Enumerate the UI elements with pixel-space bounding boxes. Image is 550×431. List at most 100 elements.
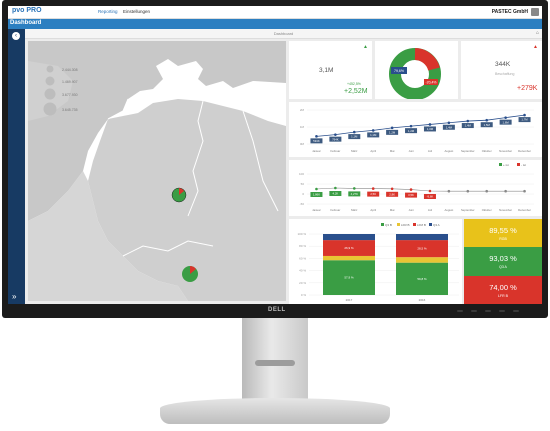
- trend-up-icon: ▲: [363, 44, 368, 50]
- legend-label-minus: - ist: [521, 163, 526, 167]
- tile-yellow[interactable]: 89,55 % RGB: [464, 219, 542, 247]
- tile-green[interactable]: 93,03 % Q3 A: [464, 247, 542, 276]
- revenue-point: [428, 123, 432, 126]
- kpi-card-1[interactable]: ▲ 3,1M +452,5% +2,52M: [289, 41, 372, 99]
- revenue-point: [334, 133, 337, 136]
- revenue-data-label: 1,3M: [427, 127, 434, 131]
- sub-header: Dashboard ⌂: [25, 29, 542, 39]
- revenue-point: [504, 116, 507, 119]
- revenue-data-label: 794K: [332, 137, 339, 141]
- y-tick-label: 80 %: [299, 244, 306, 248]
- delta-point: [390, 187, 394, 191]
- monitor-button[interactable]: [485, 310, 491, 312]
- delta-point: [428, 189, 432, 193]
- company-name[interactable]: PASTEC GmbH: [491, 9, 528, 15]
- legend-bubble-2: [45, 76, 55, 86]
- revenue-data-label: 1,1M: [370, 133, 377, 137]
- map-bubble-north-slice: [179, 188, 184, 195]
- x-tick-label: November: [499, 208, 512, 212]
- tile-red[interactable]: 74,00 % LFR B: [464, 276, 542, 304]
- y-tick-label: 0 %: [301, 293, 307, 297]
- monitor-buttons: [457, 310, 527, 314]
- revenue-data-label: 1,7M: [521, 118, 528, 122]
- delta-line-chart[interactable]: 100 50 0 -50 + ist - ist 1,86K Januar 4,2K Februa…: [289, 160, 542, 216]
- donut-label-1: 79,6%: [394, 69, 404, 73]
- y-tick-label: 1M: [300, 125, 305, 129]
- legend-swatch: [397, 223, 400, 226]
- delta-point: [466, 189, 470, 193]
- monitor-button[interactable]: [499, 310, 505, 312]
- x-tick-label: 2016: [419, 298, 426, 302]
- delta-data-label: 2,8K: [389, 192, 395, 196]
- delta-label-box: [310, 192, 323, 197]
- kpi-3-sub: Beschaffung: [495, 72, 515, 76]
- revenue-point: [523, 113, 526, 117]
- revenue-data-label: 1,1M: [351, 135, 358, 139]
- kpi-card-2[interactable]: 79,6% -20,4%: [375, 41, 458, 100]
- revenue-data-label: 1,5M: [484, 123, 491, 127]
- map-landmass-west: [28, 171, 188, 301]
- x-tick-label: Januar: [312, 149, 321, 153]
- x-tick-label: April: [370, 149, 376, 153]
- stacked-bar-segment: [396, 234, 448, 241]
- legend-label-1: 2.444.308: [62, 68, 78, 72]
- stacked-bar-segment: [396, 262, 448, 295]
- x-tick-label: Mai: [390, 208, 395, 212]
- expand-sidebar-icon[interactable]: »: [12, 292, 17, 301]
- delta-label-box: [329, 191, 342, 196]
- monitor-button[interactable]: [513, 310, 519, 312]
- x-tick-label: Juni: [408, 149, 414, 153]
- map-panel[interactable]: 2.444.308 1.469.907 3.677.930 3.645.735: [28, 41, 286, 301]
- delta-point: [371, 187, 375, 190]
- x-tick-label: September: [461, 208, 475, 212]
- kpi-card-3[interactable]: ▲ 344K Beschaffung +279K: [461, 41, 542, 99]
- tile-1-label: RGB: [499, 237, 507, 241]
- x-tick-label: Februar: [330, 149, 340, 153]
- revenue-data-label: 1,4M: [465, 124, 472, 128]
- back-icon[interactable]: ‹: [12, 32, 20, 40]
- revenue-data-label: 1,4M: [446, 125, 453, 129]
- x-tick-label: Mai: [390, 149, 395, 153]
- page-title: Dashboard: [10, 20, 42, 26]
- delta-data-label: 4,27K: [351, 192, 358, 196]
- map-landmass-north: [28, 41, 286, 221]
- home-icon[interactable]: ⌂: [535, 30, 539, 36]
- bar-data-label: 28,5 %: [417, 247, 427, 251]
- monitor-brand-logo: DELL: [268, 307, 286, 313]
- x-tick-label: März: [351, 208, 358, 212]
- revenue-label-box: [518, 117, 531, 123]
- avatar[interactable]: [531, 8, 539, 16]
- y-tick-label: 60 %: [299, 256, 306, 260]
- revenue-label-box: [480, 122, 493, 128]
- delta-point: [523, 189, 526, 193]
- title-bar: Dashboard: [8, 19, 542, 29]
- revenue-label-box: [386, 129, 399, 135]
- x-tick-label: August: [445, 149, 454, 153]
- monitor-button[interactable]: [471, 310, 477, 312]
- y-tick-label: 100: [299, 172, 304, 176]
- nav-settings[interactable]: Einstellungen: [123, 9, 151, 14]
- monitor-button[interactable]: [457, 310, 463, 312]
- tile-2-value: 93,03 %: [489, 254, 517, 263]
- y-tick-label: 40 %: [299, 269, 306, 273]
- stacked-bar-chart[interactable]: 100 % 80 % 60 % 40 % 20 % 0 % Q3 B LFR B LFM B Q3…: [289, 219, 462, 304]
- monitor-bezel: pvo PRO Reporting Einstellungen PASTEC G…: [2, 0, 548, 318]
- delta-chart-svg: 100 50 0 -50 + ist - ist 1,86K Januar 4,2K Februa…: [299, 163, 534, 212]
- app-logo[interactable]: pvo PRO: [12, 7, 42, 14]
- revenue-label-box: [461, 123, 474, 129]
- revenue-data-label: 1,2M: [389, 130, 396, 134]
- nav-reporting[interactable]: Reporting: [98, 9, 118, 14]
- x-tick-label: Dezember: [518, 149, 531, 153]
- tile-3-value: 74,00 %: [489, 283, 517, 292]
- top-bar: pvo PRO Reporting Einstellungen PASTEC G…: [8, 6, 542, 19]
- delta-point: [485, 189, 489, 193]
- legend-label: Q3 B: [385, 223, 392, 227]
- bar-data-label: 59,8 %: [417, 277, 427, 281]
- x-tick-label: September: [461, 149, 475, 153]
- x-tick-label: März: [351, 149, 358, 153]
- y-tick-label: 100 %: [297, 232, 306, 236]
- revenue-point: [352, 130, 356, 134]
- kpi-3-value: 344K: [495, 61, 511, 68]
- revenue-line-chart[interactable]: 2M 1M 0M 594K Januar 794K Februar 1,1M März 1,1M A…: [289, 102, 542, 157]
- revenue-label-box: [442, 124, 455, 130]
